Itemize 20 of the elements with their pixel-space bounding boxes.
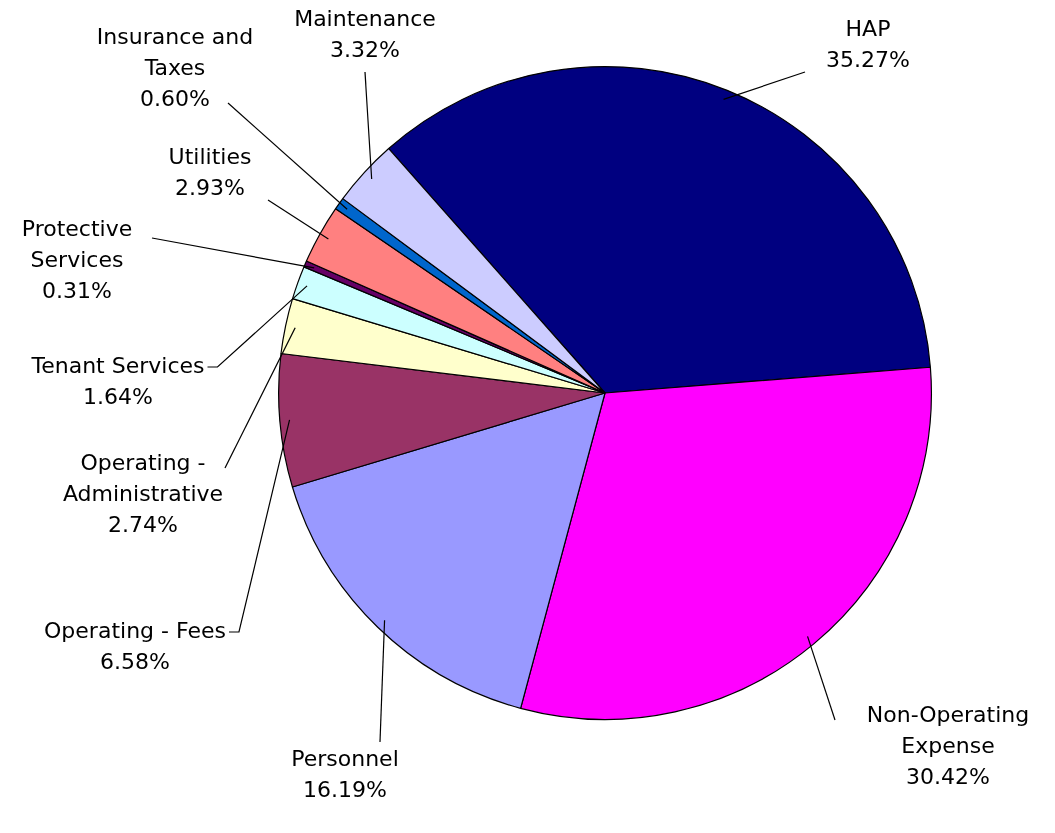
data-label: 16.19% bbox=[303, 776, 387, 802]
slice-label: Operating - Fees bbox=[44, 617, 226, 643]
slice-label: Tenant Services bbox=[30, 352, 205, 378]
data-label: 3.32% bbox=[330, 36, 400, 62]
slice-label: Protective Services bbox=[21, 215, 133, 272]
data-label: 35.27% bbox=[826, 46, 910, 72]
data-label: 6.58% bbox=[100, 648, 170, 674]
slice-label: Personnel bbox=[291, 745, 399, 771]
slice-label: Utilities bbox=[168, 143, 252, 169]
data-label: 30.42% bbox=[906, 763, 990, 789]
slice-label: Operating - Administrative bbox=[62, 449, 224, 506]
data-label: 1.64% bbox=[83, 383, 153, 409]
slice-label: Non-Operating Expense bbox=[866, 701, 1030, 758]
slice-label: HAP bbox=[845, 15, 891, 41]
slice-label: Insurance and Taxes bbox=[96, 23, 254, 80]
slice-label: Maintenance bbox=[294, 5, 436, 31]
data-label: 0.31% bbox=[42, 277, 112, 303]
data-label: 2.74% bbox=[108, 511, 178, 537]
data-label: 0.60% bbox=[140, 85, 210, 111]
data-label: 2.93% bbox=[175, 174, 245, 200]
